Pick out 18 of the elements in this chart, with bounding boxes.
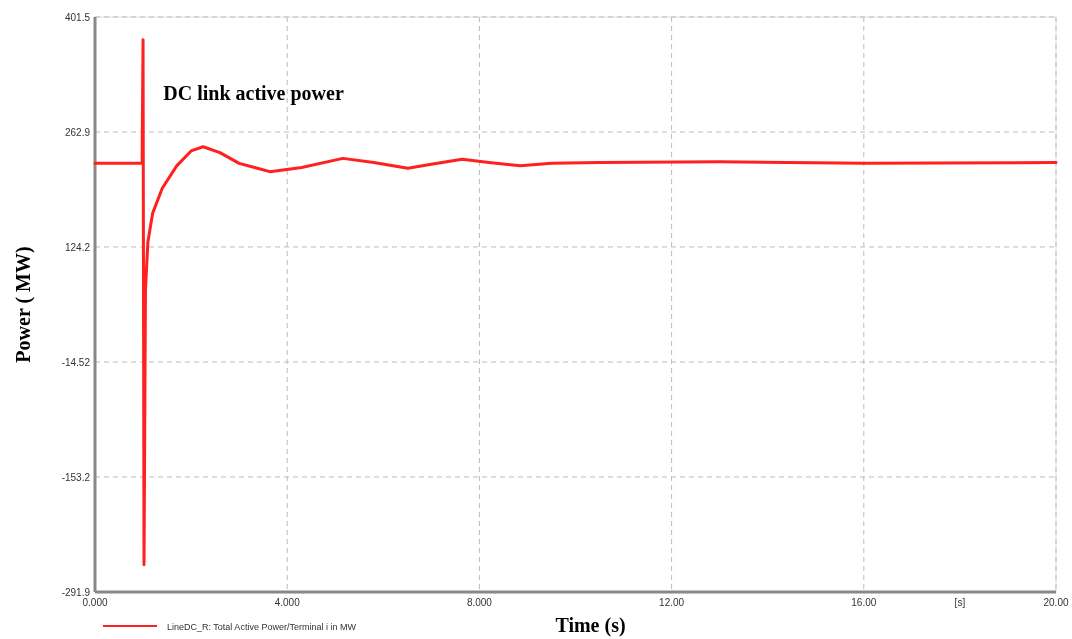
y-tick-label: -153.2	[61, 471, 91, 483]
x-tick-label: 8.000	[466, 597, 493, 608]
y-tick-label: 124.2	[64, 241, 91, 253]
text: [s]	[954, 597, 966, 608]
x-tick-label: 0.000	[82, 597, 108, 608]
text: DC link active power	[163, 82, 344, 105]
y-tick-label: 262.9	[64, 126, 91, 138]
y-tick-label: 401.5	[64, 12, 91, 23]
x-tick-label: 16.00	[851, 597, 877, 608]
x-axis-title: Time (s)	[555, 614, 626, 637]
y-tick-label: -14.52	[61, 356, 91, 368]
line-series	[93, 38, 1058, 567]
y-tick-label: -291.9	[61, 587, 91, 598]
x-tick-label: 4.000	[274, 597, 301, 608]
x-tick-label: 20.00	[1043, 597, 1069, 608]
y-axis-title: Power ( MW)	[12, 246, 35, 363]
text: LineDC_R: Total Active Power/Terminal i in MW	[167, 622, 357, 632]
x-tick-label: 12.00	[659, 597, 685, 608]
